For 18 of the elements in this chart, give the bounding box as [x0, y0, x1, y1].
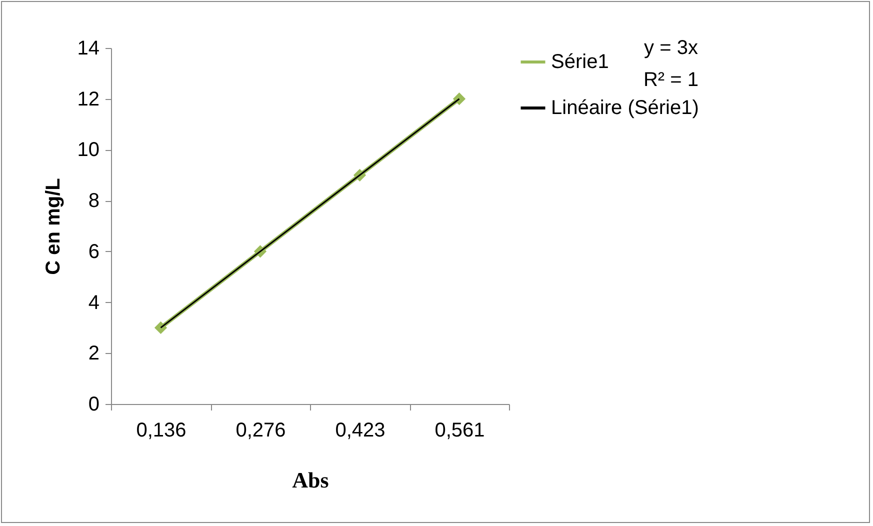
y-tick-label: 10	[77, 139, 100, 162]
y-tick-label: 12	[77, 88, 100, 110]
legend-label: Série1	[551, 51, 609, 73]
y-tick-label: 4	[88, 292, 100, 314]
y-tick-label: 2	[88, 342, 100, 365]
y-axis-title: C en mg/L	[42, 178, 64, 275]
legend-label: Linéaire (Série1)	[551, 97, 699, 119]
x-tick-label: 0,276	[236, 420, 286, 442]
y-tick-label: 6	[88, 240, 100, 263]
x-tick-label: 0,561	[434, 420, 485, 442]
x-axis-title: Abs	[292, 468, 330, 492]
text: R² = 1	[643, 69, 699, 91]
text: y = 3x	[644, 37, 698, 59]
y-tick-label: 14	[77, 38, 100, 60]
y-tick-label: 8	[88, 190, 100, 212]
x-tick-label: 0,423	[335, 420, 386, 442]
x-tick-label: 0,136	[136, 420, 186, 442]
y-tick-label: 0	[88, 394, 100, 416]
